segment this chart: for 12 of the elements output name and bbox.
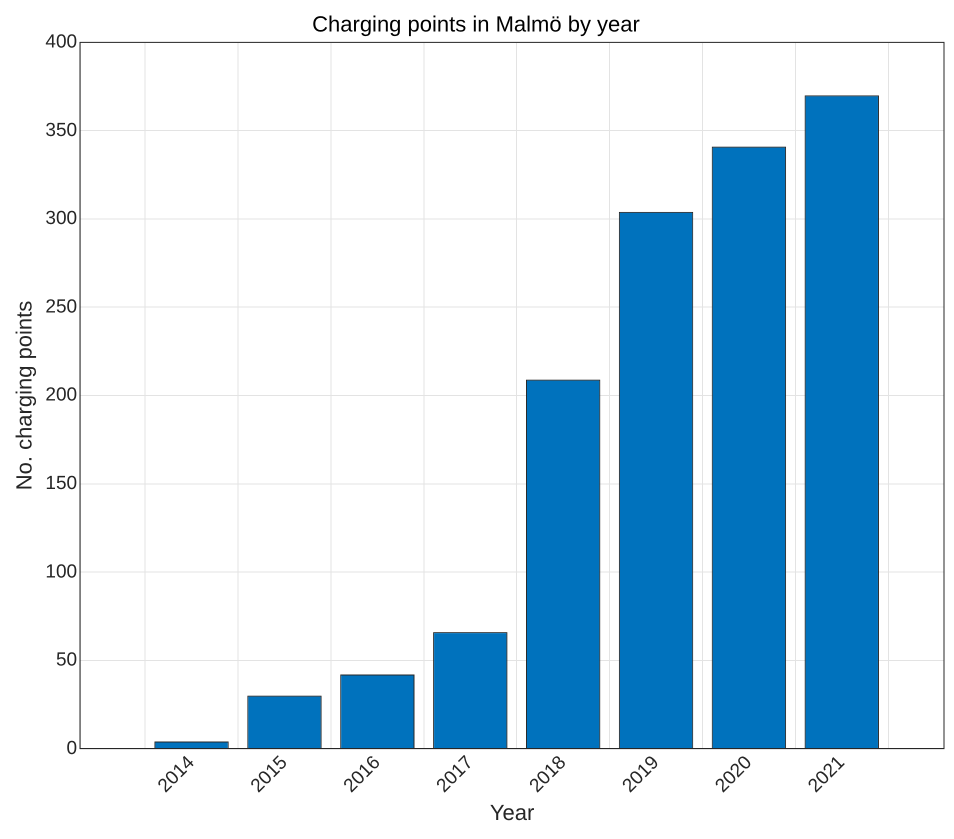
y-tick-label: 100	[45, 561, 78, 582]
x-axis-title: Year	[490, 800, 534, 825]
y-tick-label: 150	[45, 473, 78, 494]
y-tick-label: 250	[45, 296, 78, 318]
y-axis-title: No. charging points	[11, 300, 36, 490]
chart-title: Charging points in Malmö by year	[312, 11, 640, 36]
y-tick-label: 350	[45, 120, 78, 141]
y-tick-label: 300	[45, 208, 78, 230]
y-tick-label: 0	[66, 738, 78, 759]
y-tick-label: 50	[56, 650, 78, 671]
y-tick-label: 400	[45, 32, 78, 53]
y-tick-label: 200	[45, 384, 78, 406]
